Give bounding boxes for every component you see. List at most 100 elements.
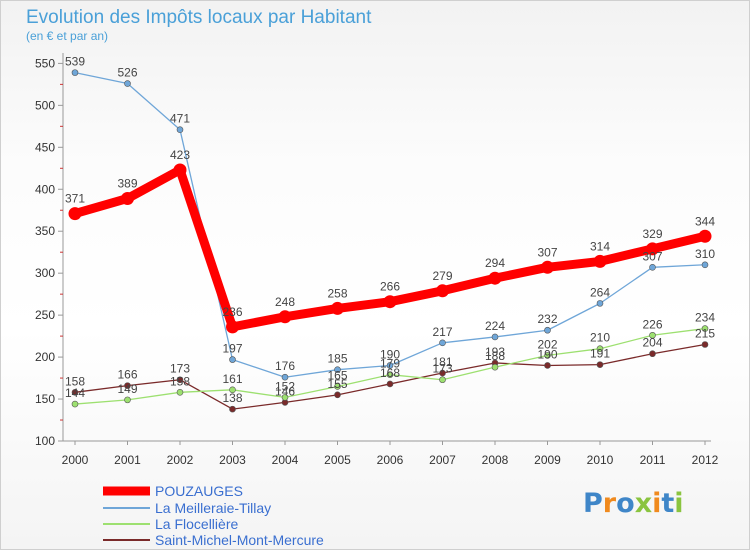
data-label: 176 [275, 359, 295, 373]
proxiti-logo: Proxiti [583, 488, 684, 519]
data-point [281, 394, 289, 401]
data-label: 146 [275, 384, 295, 398]
legend-label-2: La Flocellière [155, 516, 238, 532]
logo-letter: t [661, 488, 675, 519]
x-tick-label: 2006 [377, 453, 404, 467]
y-tick-label: 350 [35, 224, 55, 238]
data-label: 294 [485, 256, 505, 270]
data-label: 307 [642, 249, 662, 263]
data-label: 190 [537, 347, 557, 361]
data-point [68, 207, 82, 221]
data-point [649, 263, 656, 271]
data-label: 185 [327, 352, 347, 366]
data-label: 307 [537, 245, 557, 259]
data-point [278, 310, 292, 324]
data-label: 371 [65, 192, 85, 206]
data-label: 149 [117, 382, 137, 396]
data-point [596, 300, 604, 307]
data-label: 539 [65, 55, 85, 69]
data-label: 314 [590, 239, 610, 253]
data-point [71, 69, 79, 76]
data-point [596, 345, 604, 352]
data-point [383, 295, 397, 309]
y-tick-label: 450 [35, 140, 55, 154]
data-label: 204 [642, 336, 662, 350]
data-label: 224 [485, 319, 505, 333]
data-point [229, 405, 236, 413]
data-point [176, 376, 184, 384]
data-point [176, 126, 184, 133]
y-tick-label: 550 [35, 56, 55, 70]
y-tick-label: 300 [35, 266, 55, 280]
data-label: 155 [327, 377, 347, 391]
data-point [491, 333, 499, 341]
x-tick-label: 2001 [114, 453, 141, 467]
data-label: 217 [432, 325, 452, 339]
data-label: 165 [327, 368, 347, 382]
data-point [229, 386, 236, 394]
data-label: 344 [695, 214, 715, 228]
data-point [334, 366, 341, 373]
data-label: 526 [117, 66, 137, 80]
y-tick-label: 500 [35, 98, 55, 112]
x-tick-label: 2011 [640, 453, 666, 467]
data-label: 471 [170, 112, 190, 126]
data-label: 258 [327, 286, 347, 300]
data-point [649, 350, 656, 358]
x-tick-label: 2002 [167, 453, 194, 467]
data-label: 266 [380, 280, 400, 294]
logo-letter: P [583, 488, 603, 519]
data-point [71, 389, 79, 396]
data-label: 138 [222, 391, 242, 405]
data-label: 173 [170, 362, 190, 376]
data-point [544, 352, 551, 359]
data-point [488, 271, 502, 285]
y-tick-label: 200 [35, 350, 55, 364]
data-point [593, 254, 607, 268]
data-label: 232 [537, 312, 557, 326]
x-tick-label: 2009 [534, 453, 561, 467]
chart-subtitle: (en € et par an) [26, 29, 108, 43]
data-label: 190 [380, 347, 400, 361]
logo-letter: o [616, 488, 635, 519]
data-point [334, 391, 341, 399]
data-point [439, 376, 446, 384]
data-point [226, 320, 239, 334]
data-point [386, 371, 394, 379]
data-label: 226 [642, 317, 662, 331]
data-point [173, 163, 187, 177]
data-label: 158 [170, 374, 190, 388]
data-point [701, 325, 709, 332]
data-label: 423 [170, 148, 190, 162]
data-label: 389 [117, 176, 137, 190]
data-point [386, 380, 394, 388]
y-tick-label: 100 [35, 434, 55, 448]
series-labels: 371 389 423 236 248 258 266 279 294 307 314 329 344 5… [65, 55, 715, 405]
data-label: 310 [695, 247, 715, 261]
data-point [698, 229, 712, 243]
data-point [439, 369, 446, 377]
data-point [229, 356, 236, 363]
data-label: 181 [432, 355, 452, 369]
x-tick-label: 2007 [429, 453, 456, 467]
data-label: 166 [117, 368, 137, 382]
data-point [124, 382, 131, 389]
data-label: 173 [432, 362, 452, 376]
data-label: 279 [432, 269, 452, 283]
logo-letter: r [602, 488, 617, 519]
data-label: 168 [380, 366, 400, 380]
data-point [649, 331, 656, 339]
data-label: 202 [537, 337, 557, 351]
data-point [124, 80, 131, 87]
data-point [646, 242, 659, 256]
data-point [281, 373, 289, 381]
data-label: 329 [642, 227, 662, 241]
data-label: 234 [695, 311, 715, 325]
data-point [701, 261, 709, 269]
x-tick-label: 2012 [692, 453, 719, 467]
logo-letter: x [634, 488, 653, 519]
data-point [541, 260, 554, 274]
data-point [386, 362, 394, 369]
